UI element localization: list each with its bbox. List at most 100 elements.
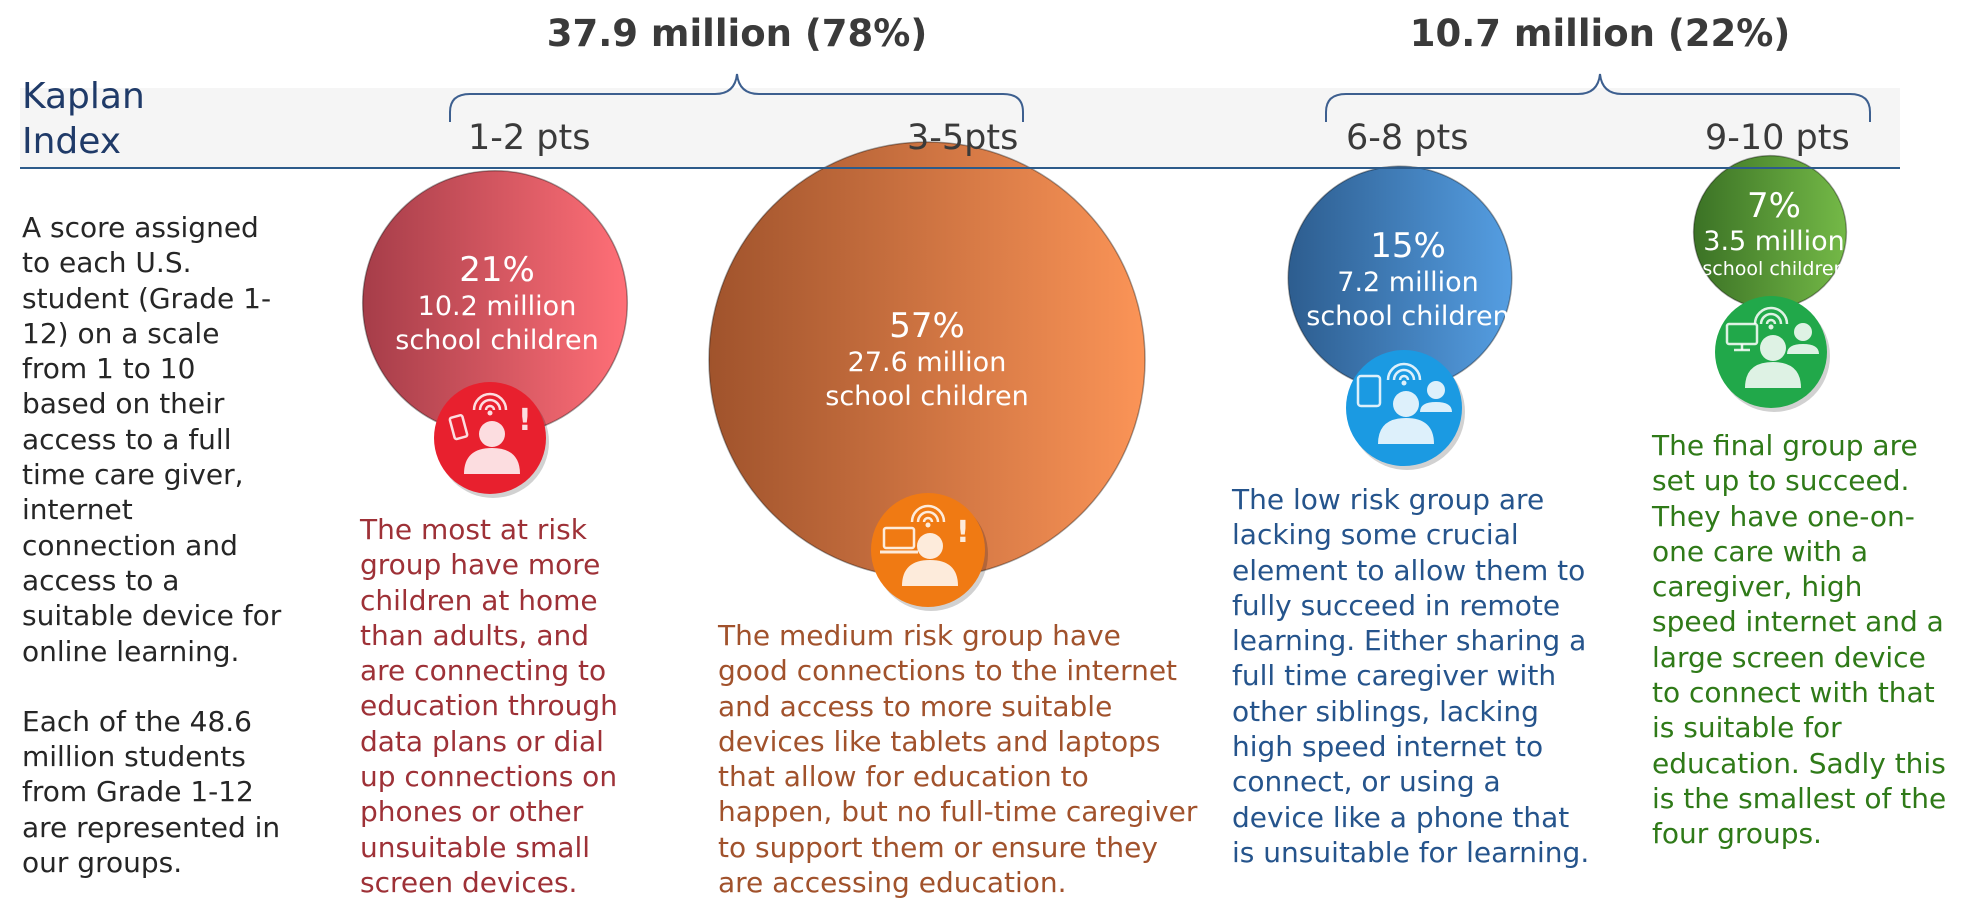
description-line: full time caregiver with bbox=[1232, 659, 1557, 693]
description-line: good connections to the internet bbox=[718, 654, 1178, 688]
description-line: speed internet and a bbox=[1652, 605, 1944, 639]
description-line: device like a phone that bbox=[1232, 800, 1570, 834]
intro-line: A score assigned bbox=[22, 211, 259, 244]
intro-line: from 1 to 10 bbox=[22, 352, 196, 386]
laptop-wifi-alert-icon: ! bbox=[871, 493, 988, 611]
description-line: that allow for education to bbox=[718, 760, 1089, 794]
description-line: four groups. bbox=[1652, 817, 1822, 851]
intro-line: based on their bbox=[22, 387, 225, 421]
group-description: The low risk group are lacking some cruci… bbox=[1232, 482, 1632, 870]
intro-line: our groups. bbox=[22, 846, 183, 880]
bubble-percent: 7% bbox=[1747, 186, 1801, 226]
tablet-wifi-two-people-icon bbox=[1346, 350, 1465, 470]
description-line: element to allow them to bbox=[1232, 553, 1586, 587]
description-line: The final group are bbox=[1652, 429, 1918, 462]
description-line: other siblings, lacking bbox=[1232, 694, 1539, 728]
description-line: connect, or using a bbox=[1232, 765, 1501, 799]
description-line: to support them or ensure they bbox=[718, 830, 1158, 864]
range-label: 6-8 pts bbox=[1346, 118, 1469, 158]
group-description: The medium risk group have good connectio… bbox=[718, 618, 1218, 900]
bubble-count: 10.2 million bbox=[417, 291, 577, 322]
brace-left bbox=[449, 73, 1024, 122]
intro-text: A score assigned to each U.S. student (Gra… bbox=[22, 210, 292, 880]
description-line: are connecting to bbox=[360, 654, 607, 688]
brace-right bbox=[1325, 73, 1871, 122]
description-line: The medium risk group have bbox=[718, 619, 1121, 652]
intro-line: access to a bbox=[22, 563, 180, 597]
bubble-count: 7.2 million bbox=[1337, 267, 1479, 298]
svg-text:!: ! bbox=[956, 515, 970, 550]
intro-line: million students bbox=[22, 740, 246, 774]
bubble-label: 7% 3.5 million school children bbox=[1654, 186, 1894, 280]
intro-line: to each U.S. bbox=[22, 246, 192, 280]
description-line: high speed internet to bbox=[1232, 730, 1544, 764]
group-total-label: 37.9 million (78%) bbox=[546, 12, 928, 55]
description-line: is the smallest of the bbox=[1652, 781, 1947, 815]
bubble-label: 15% 7.2 million school children bbox=[1278, 226, 1538, 334]
bubble-unit: school children bbox=[1306, 301, 1510, 332]
description-line: children at home bbox=[360, 583, 598, 617]
description-line: lacking some crucial bbox=[1232, 518, 1519, 552]
group-description: The final group are set up to succeed. The… bbox=[1652, 428, 1962, 852]
intro-paragraph: A score assigned to each U.S. student (Gra… bbox=[22, 210, 292, 669]
description-line: learning. Either sharing a bbox=[1232, 624, 1587, 658]
intro-line: from Grade 1-12 bbox=[22, 775, 254, 809]
intro-line: connection and bbox=[22, 528, 238, 562]
description-line: than adults, and bbox=[360, 618, 590, 652]
description-line: devices like tablets and laptops bbox=[718, 724, 1161, 758]
chart-title-line: Index bbox=[22, 121, 122, 162]
description-line: phones or other bbox=[360, 795, 584, 829]
bubble-label: 57% 27.6 million school children bbox=[797, 306, 1057, 414]
description-line: group have more bbox=[360, 548, 601, 582]
bubble-count: 27.6 million bbox=[847, 347, 1007, 378]
bubble-unit: school children bbox=[1702, 258, 1846, 280]
description-line: They have one-on- bbox=[1652, 499, 1915, 533]
bubble-unit: school children bbox=[825, 381, 1029, 412]
intro-line: suitable device for bbox=[22, 599, 282, 633]
description-line: large screen device bbox=[1652, 640, 1926, 674]
description-line: The low risk group are bbox=[1232, 483, 1545, 516]
description-line: The most at risk bbox=[360, 513, 587, 546]
intro-paragraph: Each of the 48.6 million students from Gra… bbox=[22, 704, 292, 880]
intro-line: student (Grade 1- bbox=[22, 281, 272, 315]
description-line: is suitable for bbox=[1652, 711, 1842, 745]
description-line: fully succeed in remote bbox=[1232, 588, 1561, 622]
intro-line: online learning. bbox=[22, 634, 240, 668]
description-line: is unsuitable for learning. bbox=[1232, 835, 1590, 869]
chart-title-line: Kaplan bbox=[22, 76, 145, 117]
description-line: caregiver, high bbox=[1652, 570, 1863, 604]
svg-text:!: ! bbox=[518, 403, 532, 438]
bubble-percent: 21% bbox=[459, 250, 535, 290]
intro-line: 12) on a scale bbox=[22, 316, 220, 350]
range-label: 9-10 pts bbox=[1705, 118, 1850, 158]
range-label: 3-5pts bbox=[907, 118, 1019, 158]
intro-line: internet bbox=[22, 493, 133, 527]
group-total-label: 10.7 million (22%) bbox=[1409, 12, 1791, 55]
description-line: happen, but no full-time caregiver bbox=[718, 795, 1198, 829]
bubble-count: 3.5 million bbox=[1703, 226, 1845, 257]
bubble-percent: 15% bbox=[1370, 226, 1446, 266]
description-line: and access to more suitable bbox=[718, 689, 1113, 723]
bubble-label: 21% 10.2 million school children bbox=[367, 250, 627, 358]
description-line: unsuitable small bbox=[360, 830, 591, 864]
intro-line: access to a full bbox=[22, 422, 232, 456]
description-line: to connect with that bbox=[1652, 676, 1935, 710]
bubble-unit: school children bbox=[395, 325, 599, 356]
monitor-wifi-two-people-icon bbox=[1715, 296, 1830, 412]
description-line: up connections on bbox=[360, 760, 618, 794]
phone-wifi-alert-icon: ! bbox=[434, 382, 549, 498]
range-label: 1-2 pts bbox=[468, 118, 591, 158]
description-line: education. Sadly this bbox=[1652, 746, 1946, 780]
group-description: The most at risk group have more children … bbox=[360, 512, 680, 900]
description-line: screen devices. bbox=[360, 865, 578, 899]
bubble-percent: 57% bbox=[889, 306, 965, 346]
description-line: one care with a bbox=[1652, 534, 1869, 568]
description-line: education through bbox=[360, 689, 618, 723]
description-line: data plans or dial bbox=[360, 724, 604, 758]
description-line: are accessing education. bbox=[718, 866, 1067, 900]
intro-line: time care giver, bbox=[22, 458, 244, 492]
description-line: set up to succeed. bbox=[1652, 464, 1910, 498]
chart-title: Kaplan Index bbox=[22, 74, 145, 164]
intro-line: Each of the 48.6 bbox=[22, 704, 252, 738]
